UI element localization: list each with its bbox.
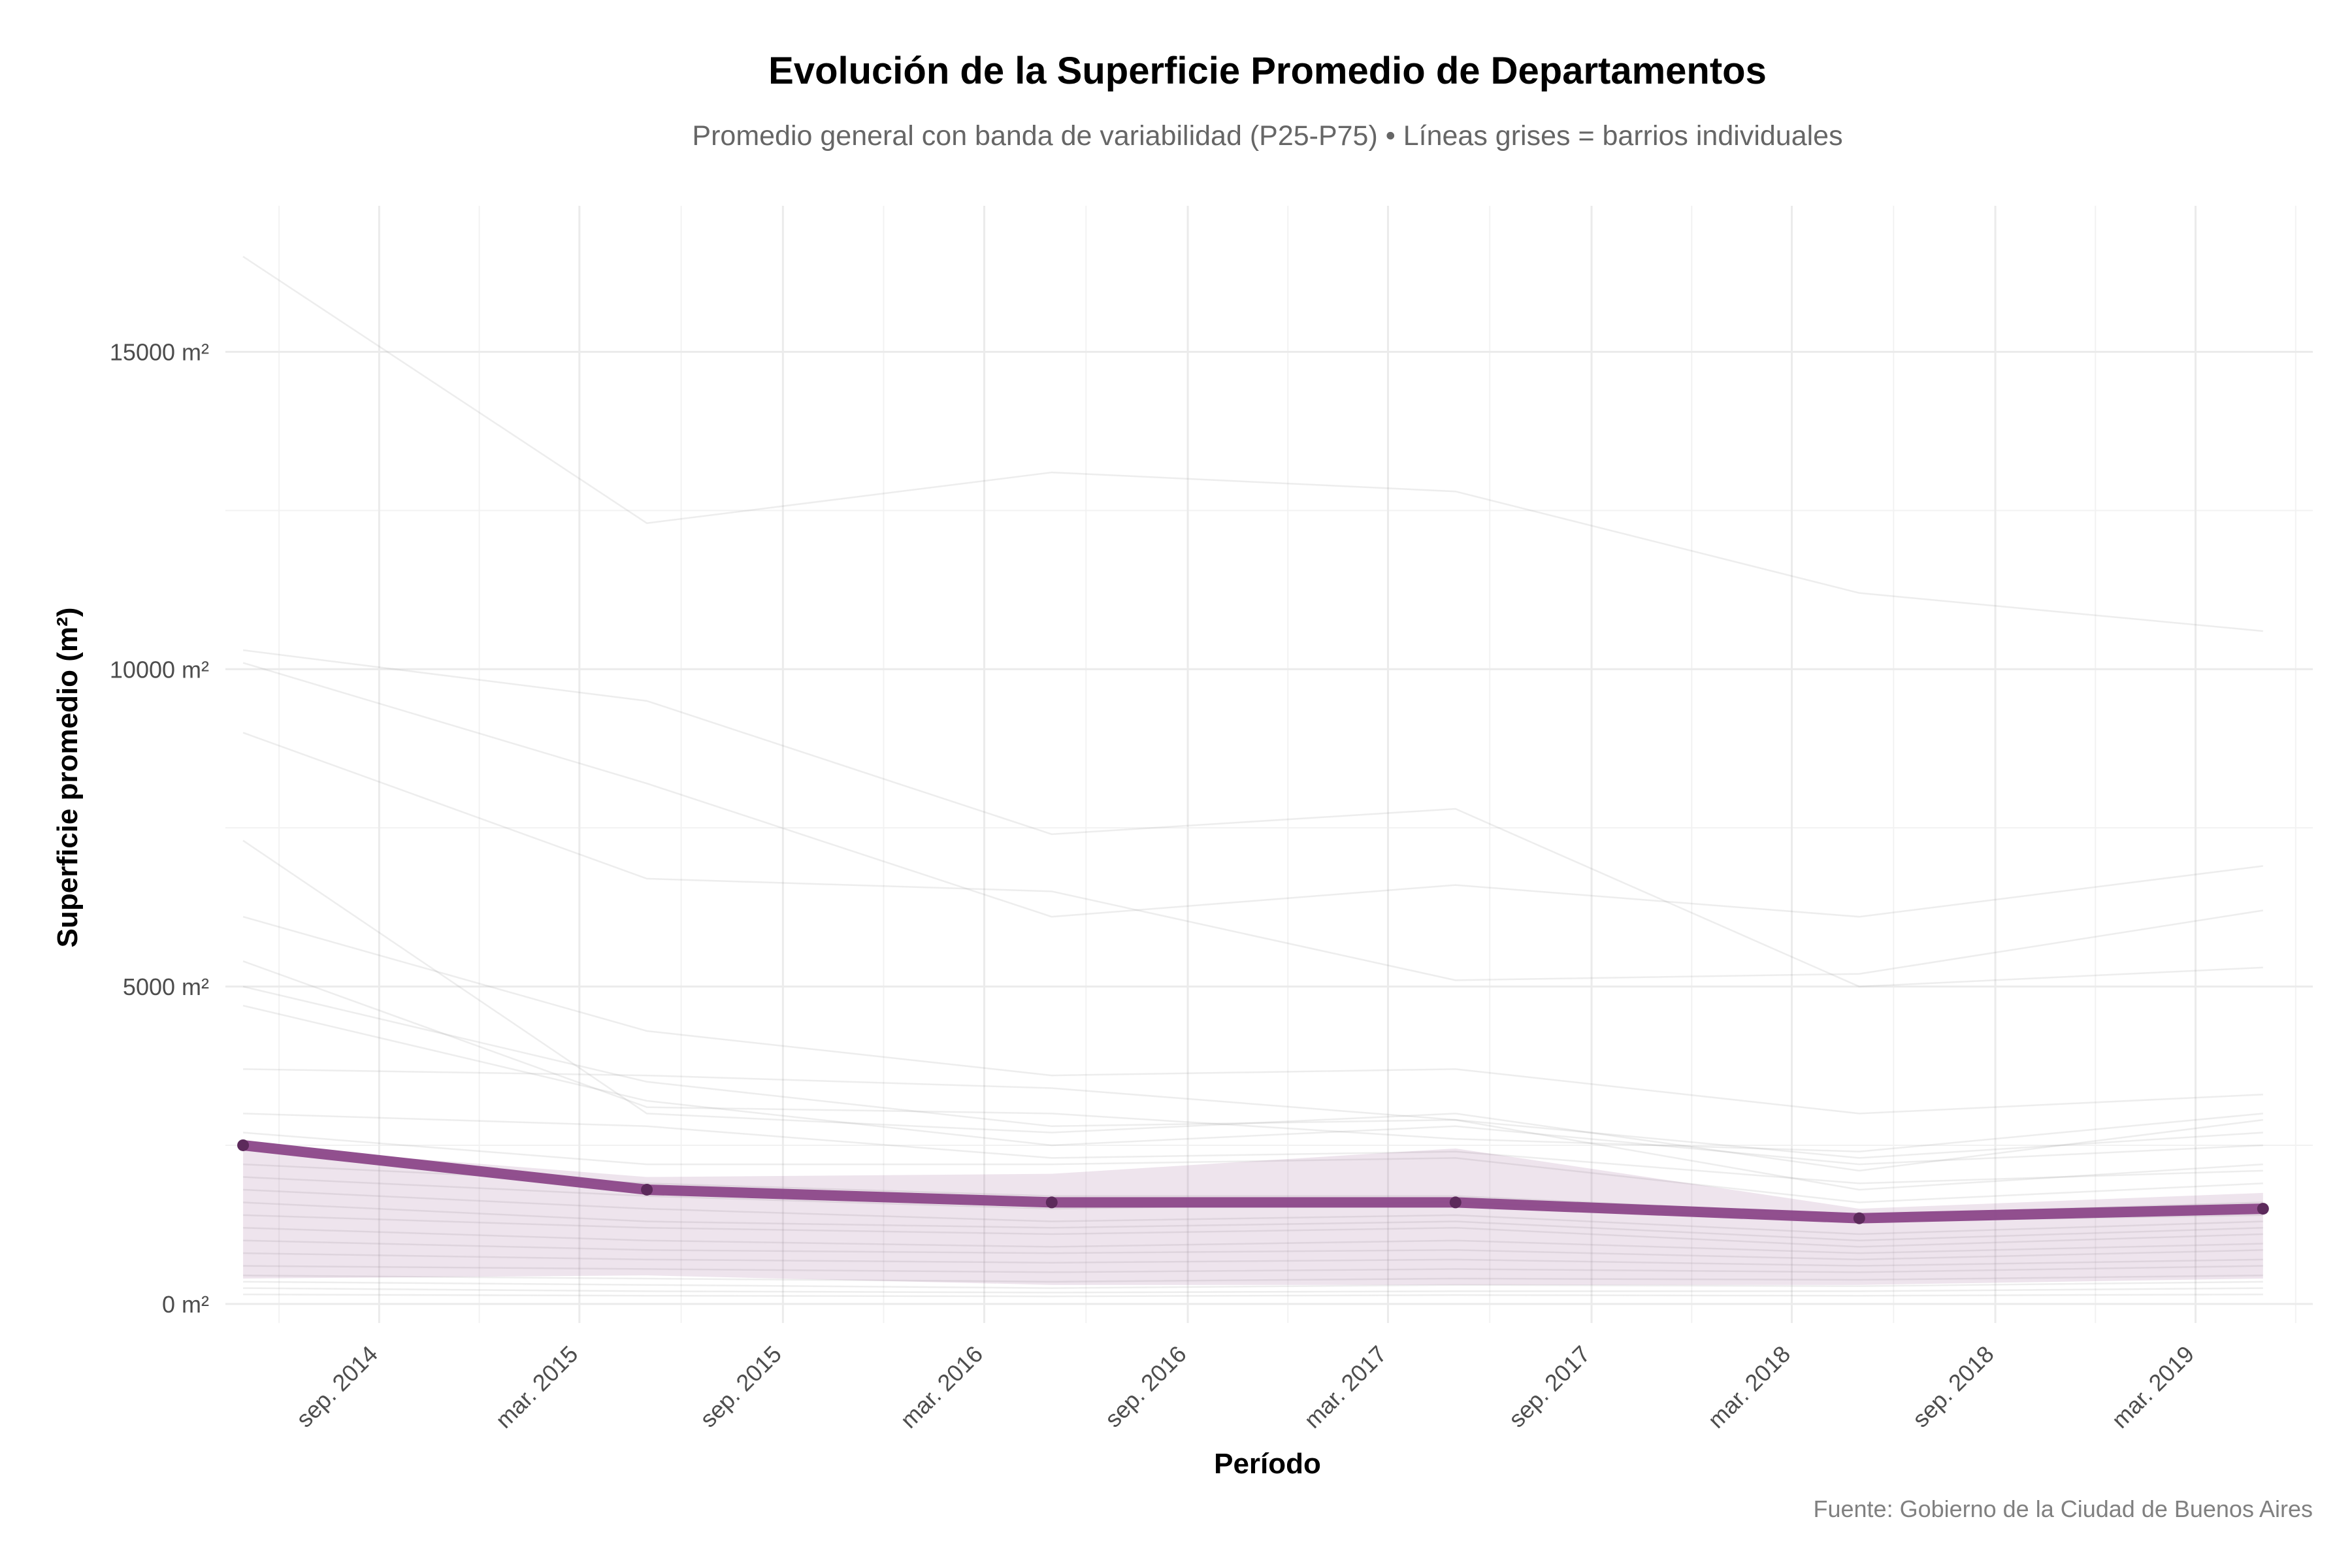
y-axis-title: Superficie promedio (m²) [52,608,84,948]
neighborhood-line [243,1281,2263,1289]
neighborhood-line [243,1287,2263,1294]
neighborhood-line [243,1227,2263,1254]
x-tick-label: mar. 2017 [1299,1341,1392,1433]
grid [225,206,2313,1323]
neighborhood-lines [242,255,2264,1298]
neighborhood-line [243,1274,2263,1283]
neighborhood-line [242,255,2263,632]
neighborhood-line [243,1068,2263,1191]
x-tick-label: sep. 2015 [694,1341,787,1433]
x-tick-label: mar. 2018 [1703,1341,1795,1433]
neighborhood-line [242,1004,2263,1166]
neighborhood-line [243,1201,2263,1241]
mean-series-layer [237,1139,2269,1224]
mean-series-point [641,1183,653,1196]
mean-series-point [237,1139,250,1151]
neighborhood-line [242,915,2263,1115]
mean-series-point [1853,1212,1865,1224]
x-tick-label: sep. 2018 [1907,1341,1999,1433]
neighborhood-line [243,1265,2263,1273]
neighborhood-line [242,732,2264,981]
x-tick-label: mar. 2019 [2106,1341,2199,1433]
y-tick-label: 0 m² [162,1291,209,1318]
chart-caption: Fuente: Gobierno de la Ciudad de Buenos … [1813,1495,2313,1522]
neighborhood-line [243,1188,2263,1235]
mean-series-line [238,1139,2268,1224]
neighborhood-line [242,649,2263,988]
x-tick-label: sep. 2017 [1503,1341,1595,1433]
x-tick-label: sep. 2014 [291,1341,383,1433]
chart-title: Evolución de la Superficie Promedio de D… [768,50,1767,92]
variability-band-layer [243,1145,2263,1285]
y-tick-label: 15000 m² [110,338,209,365]
neighborhood-line [242,960,2263,1152]
x-tick-label: mar. 2016 [895,1341,988,1433]
mean-series-point [1045,1196,1058,1209]
mean-series-point [1449,1196,1462,1209]
neighborhood-line [242,840,2263,1172]
y-axis-ticks: 0 m² 5000 m² 10000 m² 15000 m² [110,338,209,1317]
mean-series-point [2257,1203,2269,1215]
x-axis-ticks: sep. 2014 mar. 2015 sep. 2015 mar. 2016 sep.… [291,1341,2199,1433]
neighborhood-line [242,1132,2263,1203]
neighborhood-line [242,662,2263,918]
x-tick-label: mar. 2015 [490,1341,583,1433]
neighborhood-line [243,1252,2263,1267]
x-tick-label: sep. 2016 [1100,1341,1192,1433]
neighborhood-line [243,1214,2263,1248]
variability-band [243,1145,2263,1285]
neighborhood-line [243,1294,2263,1298]
chart-subtitle: Promedio general con banda de variabilid… [692,120,1842,152]
y-tick-label: 10000 m² [110,656,209,683]
y-tick-label: 5000 m² [123,973,209,1000]
neighborhood-line [243,1239,2263,1261]
neighborhood-line [243,1113,2263,1184]
x-axis-title: Período [1214,1448,1321,1480]
neighborhood-line [242,985,2263,1159]
